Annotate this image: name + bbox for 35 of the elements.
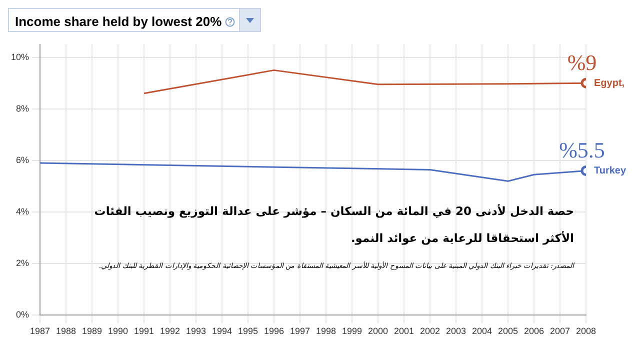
series-label: Egypt, xyxy=(594,78,625,89)
x-tick-label: 2006 xyxy=(524,326,544,336)
x-tick-label: 1999 xyxy=(342,326,362,336)
series-label: Turkey xyxy=(594,166,626,177)
chart-title: Income share held by lowest 20% xyxy=(15,14,222,29)
y-tick-label: 6% xyxy=(16,154,30,165)
x-tick-label: 1997 xyxy=(290,326,310,336)
x-tick-label: 1995 xyxy=(238,326,258,336)
annotation: %5.5 xyxy=(559,138,605,163)
y-tick-label: 0% xyxy=(16,310,30,320)
x-tick-label: 1988 xyxy=(56,326,76,336)
x-tick-label: 1990 xyxy=(108,326,128,336)
y-tick-label: 10% xyxy=(11,52,30,62)
x-tick-label: 1994 xyxy=(212,326,232,336)
annotation: الأكثر استحقاقا للرعاية من عوائد النمو. xyxy=(350,231,574,246)
x-tick-label: 2005 xyxy=(498,326,518,336)
x-tick-label: 1989 xyxy=(82,326,102,336)
y-tick-label: 4% xyxy=(16,206,30,217)
y-tick-label: 8% xyxy=(16,103,30,114)
x-tick-label: 2004 xyxy=(472,326,492,336)
annotation: حصة الدخل لأدنى 20 في المائة من السكان – مؤشر على عدالة التوزيع ونصيب الفئات xyxy=(94,204,574,218)
annotation: %9 xyxy=(567,50,597,75)
x-tick-label: 1998 xyxy=(316,326,336,336)
x-tick-label: 2003 xyxy=(446,326,466,336)
x-tick-label: 2000 xyxy=(368,326,388,336)
x-tick-label: 1987 xyxy=(30,326,50,336)
x-tick-label: 1992 xyxy=(160,326,180,336)
x-tick-label: 2001 xyxy=(394,326,414,336)
x-tick-label: 1991 xyxy=(134,326,154,336)
x-tick-label: 2007 xyxy=(550,326,570,336)
x-tick-label: 1993 xyxy=(186,326,206,336)
x-tick-label: 2002 xyxy=(420,326,440,336)
y-tick-label: 2% xyxy=(16,258,30,268)
x-tick-label: 1996 xyxy=(264,326,284,336)
x-tick-label: 2008 xyxy=(576,326,596,336)
